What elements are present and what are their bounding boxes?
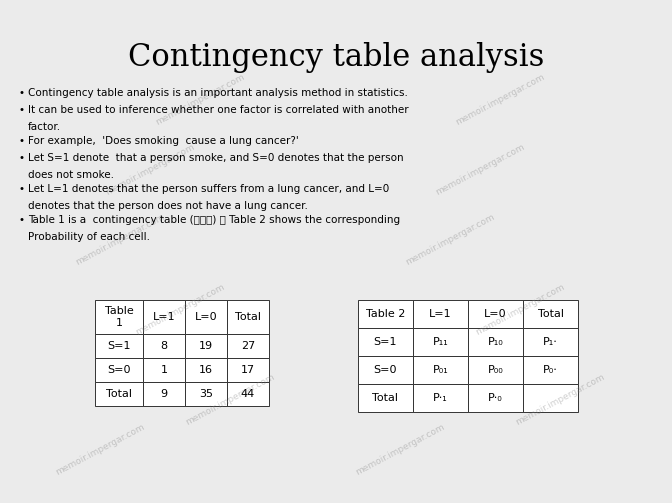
Text: •: •	[18, 153, 24, 163]
Text: memoir.impergar.com: memoir.impergar.com	[404, 213, 496, 268]
Text: memoir.impergar.com: memoir.impergar.com	[154, 72, 246, 127]
Bar	[143, 382, 185, 406]
Bar	[413, 328, 468, 356]
Bar	[95, 358, 143, 382]
Text: •: •	[18, 105, 24, 115]
Text: P₁₀: P₁₀	[488, 337, 503, 347]
Text: Probability of each cell.: Probability of each cell.	[28, 232, 150, 242]
Text: denotes that the person does not have a lung cancer.: denotes that the person does not have a …	[28, 201, 308, 211]
Text: 8: 8	[161, 341, 167, 351]
Text: •: •	[18, 136, 24, 146]
Bar	[358, 300, 413, 328]
Text: Total: Total	[106, 389, 132, 399]
Text: •: •	[18, 88, 24, 98]
Text: Table
1: Table 1	[105, 306, 133, 328]
Bar	[413, 384, 468, 412]
Text: 16: 16	[199, 365, 213, 375]
Text: 9: 9	[161, 389, 167, 399]
Text: •: •	[18, 215, 24, 225]
Text: memoir.impergar.com: memoir.impergar.com	[104, 143, 196, 197]
Bar	[185, 334, 227, 358]
Text: 1: 1	[161, 365, 167, 375]
Text: memoir.impergar.com: memoir.impergar.com	[454, 72, 546, 127]
Bar	[227, 300, 269, 334]
Bar	[95, 300, 143, 334]
Text: Let S=1 denote  that a person smoke, and S=0 denotes that the person: Let S=1 denote that a person smoke, and …	[28, 153, 404, 163]
Text: •: •	[18, 184, 24, 194]
Text: P₀₀: P₀₀	[488, 365, 503, 375]
Text: Total: Total	[538, 309, 564, 319]
Text: S=0: S=0	[374, 365, 397, 375]
Text: memoir.impergar.com: memoir.impergar.com	[434, 143, 526, 197]
Text: P⋅₀: P⋅₀	[488, 393, 503, 403]
Bar	[468, 328, 523, 356]
Bar	[468, 300, 523, 328]
Text: Total: Total	[235, 312, 261, 322]
Text: L=0: L=0	[485, 309, 507, 319]
Text: P₁₁: P₁₁	[433, 337, 448, 347]
Text: memoir.impergar.com: memoir.impergar.com	[354, 423, 446, 477]
Text: 27: 27	[241, 341, 255, 351]
Bar	[523, 328, 578, 356]
Text: S=1: S=1	[108, 341, 131, 351]
Text: memoir.impergar.com: memoir.impergar.com	[134, 283, 226, 338]
Text: For example,  'Does smoking  cause a lung cancer?': For example, 'Does smoking cause a lung …	[28, 136, 299, 146]
Bar	[143, 300, 185, 334]
Bar	[227, 334, 269, 358]
Bar	[413, 300, 468, 328]
Bar	[468, 384, 523, 412]
Bar	[143, 358, 185, 382]
Bar	[95, 382, 143, 406]
Bar	[185, 358, 227, 382]
Text: S=1: S=1	[374, 337, 397, 347]
Text: P₀₁: P₀₁	[433, 365, 448, 375]
Text: P₁⋅: P₁⋅	[543, 337, 558, 347]
Bar	[185, 300, 227, 334]
Text: L=1: L=1	[153, 312, 175, 322]
Bar	[143, 334, 185, 358]
Text: P₀⋅: P₀⋅	[543, 365, 558, 375]
Text: 35: 35	[199, 389, 213, 399]
Text: 17: 17	[241, 365, 255, 375]
Bar	[523, 300, 578, 328]
Text: Contingency table analysis: Contingency table analysis	[128, 42, 544, 73]
Bar	[413, 356, 468, 384]
Bar	[468, 356, 523, 384]
Bar	[523, 356, 578, 384]
Bar	[95, 334, 143, 358]
Text: factor.: factor.	[28, 122, 61, 132]
Text: Table 1 is a  contingency table (列联表) ， Table 2 shows the corresponding: Table 1 is a contingency table (列联表) ， T…	[28, 215, 400, 225]
Text: memoir.impergar.com: memoir.impergar.com	[474, 283, 566, 338]
Text: S=0: S=0	[108, 365, 131, 375]
Bar	[358, 356, 413, 384]
Text: memoir.impergar.com: memoir.impergar.com	[184, 373, 276, 428]
Text: 44: 44	[241, 389, 255, 399]
Text: 19: 19	[199, 341, 213, 351]
Text: memoir.impergar.com: memoir.impergar.com	[74, 213, 166, 268]
Bar	[185, 382, 227, 406]
Text: Table 2: Table 2	[366, 309, 405, 319]
Text: Let L=1 denotes that the person suffers from a lung cancer, and L=0: Let L=1 denotes that the person suffers …	[28, 184, 389, 194]
Text: memoir.impergar.com: memoir.impergar.com	[514, 373, 606, 428]
Text: L=0: L=0	[195, 312, 217, 322]
Bar	[523, 384, 578, 412]
Bar	[227, 358, 269, 382]
Text: Total: Total	[372, 393, 398, 403]
Bar	[227, 382, 269, 406]
Text: It can be used to inference whether one factor is correlated with another: It can be used to inference whether one …	[28, 105, 409, 115]
Text: memoir.impergar.com: memoir.impergar.com	[54, 423, 146, 477]
Text: does not smoke.: does not smoke.	[28, 170, 114, 180]
Bar	[358, 384, 413, 412]
Text: Contingency table analysis is an important analysis method in statistics.: Contingency table analysis is an importa…	[28, 88, 408, 98]
Text: P⋅₁: P⋅₁	[433, 393, 448, 403]
Bar	[358, 328, 413, 356]
Text: L=1: L=1	[429, 309, 452, 319]
